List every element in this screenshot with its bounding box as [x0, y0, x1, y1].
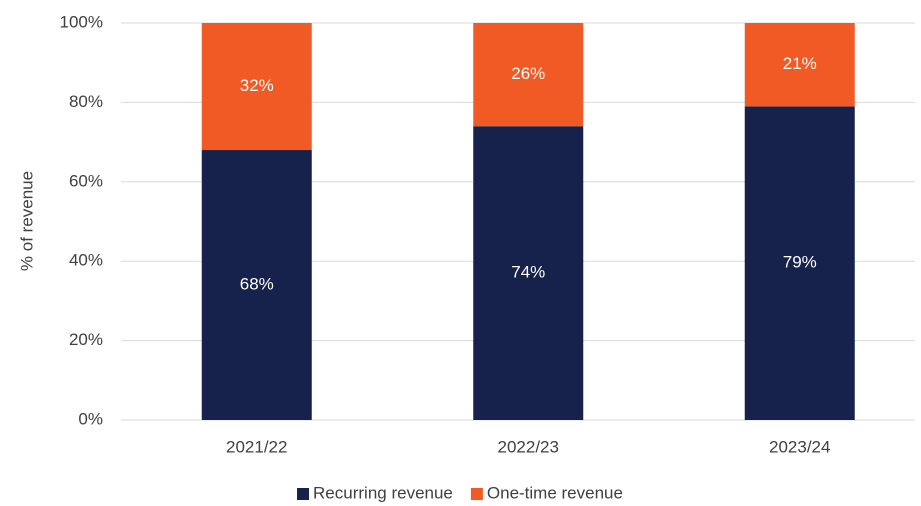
y-axis-label: % of revenue: [17, 171, 36, 271]
bar-segment: [744, 106, 855, 421]
data-label: 79%: [783, 253, 817, 272]
legend-swatch: [297, 488, 310, 500]
legend-label: One-time revenue: [487, 483, 623, 502]
bar-segment: [201, 150, 312, 421]
x-tick-label: 2023/24: [769, 437, 830, 456]
y-tick-label: 20%: [69, 330, 103, 349]
bar-segment: [744, 23, 855, 107]
data-label: 74%: [511, 263, 545, 282]
y-tick-label: 100%: [60, 12, 103, 31]
legend-swatch: [470, 488, 483, 500]
y-tick-label: 80%: [69, 92, 103, 111]
data-label: 26%: [511, 64, 545, 83]
data-label: 32%: [240, 76, 274, 95]
bar-segment: [473, 126, 584, 420]
y-tick-label: 60%: [69, 171, 103, 190]
data-label: 68%: [240, 275, 274, 294]
x-tick-label: 2022/23: [498, 437, 559, 456]
bar-segment: [473, 23, 584, 127]
legend-label: Recurring revenue: [313, 483, 453, 502]
x-tick-label: 2021/22: [226, 437, 287, 456]
bar-segment: [201, 23, 312, 151]
y-tick-label: 0%: [78, 409, 103, 428]
data-label: 21%: [783, 54, 817, 73]
y-tick-label: 40%: [69, 251, 103, 270]
